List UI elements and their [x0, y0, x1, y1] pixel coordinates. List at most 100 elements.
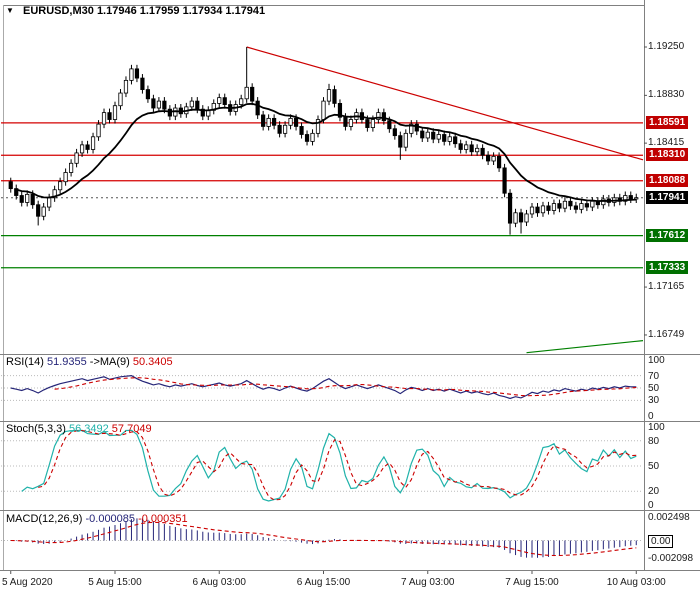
candle-body: [250, 86, 255, 102]
macd-label-text: -0.000085: [85, 513, 136, 525]
candle-body: [502, 167, 507, 194]
candle-body: [579, 203, 584, 210]
macd-indicator-label: MACD(12,26,9) -0.000085 -0.000351: [6, 513, 188, 525]
candle-body: [409, 123, 414, 134]
resistance-price-badge: 1.18088: [646, 173, 689, 187]
rsi-axis-label: 50: [648, 383, 660, 394]
candle-body: [156, 100, 161, 109]
stoch-label-text: 57.7049: [108, 423, 152, 435]
candle-body: [573, 205, 579, 210]
rsi-axis-label: 100: [648, 355, 665, 366]
symbol-ohlc-info: EURUSD,M30 1.17946 1.17959 1.17934 1.179…: [22, 5, 266, 17]
candle-body: [63, 172, 68, 183]
candle-body: [447, 136, 452, 142]
support-price-badge: 1.17612: [646, 228, 689, 242]
stoch-axis-label: 50: [648, 461, 660, 472]
candle-body: [41, 206, 46, 217]
resistance-price-badge: 1.18591: [646, 115, 689, 129]
rsi-ma-line: [54, 377, 637, 397]
candle-body: [524, 213, 529, 223]
candle-body: [69, 162, 74, 173]
candle-body: [140, 77, 145, 90]
candle-body: [47, 197, 52, 208]
candle-body: [30, 193, 35, 206]
candle-body: [414, 123, 419, 132]
ascending-trendline[interactable]: [526, 340, 644, 354]
candle-body: [496, 155, 502, 169]
candle-body: [52, 189, 57, 199]
candle-body: [217, 97, 222, 104]
candle-body: [348, 119, 354, 127]
candle-body: [123, 79, 129, 94]
x-axis-label: 10 Aug 03:00: [606, 577, 666, 588]
candle-body: [343, 116, 348, 127]
candle-body: [480, 147, 485, 156]
macd-axis-label: 0.002498: [648, 512, 690, 524]
x-axis-label: 6 Aug 03:00: [192, 577, 246, 588]
candle-body: [96, 123, 101, 138]
stoch-k-line: [21, 429, 637, 502]
candle-body: [222, 97, 227, 105]
candle-body: [491, 155, 496, 162]
candle-body: [518, 212, 524, 223]
candle-body: [79, 144, 85, 154]
support-price-badge: 1.17333: [646, 260, 689, 274]
candle-body: [601, 198, 606, 206]
candle-body: [261, 114, 266, 127]
candle-body: [365, 119, 370, 128]
candle-body: [584, 203, 589, 208]
candle-body: [74, 152, 79, 164]
rsi-label-text: 51.9355: [46, 356, 87, 368]
candle-body: [469, 144, 474, 153]
candle-body: [568, 200, 573, 207]
one-click-trading-icon[interactable]: ▼: [6, 6, 14, 15]
stoch-indicator-label: Stoch(5,3,3) 56.3492 57.7049: [6, 423, 152, 435]
price-ma-line: [15, 102, 637, 203]
y-axis-label: 1.18830: [648, 89, 685, 101]
candle-body: [381, 112, 386, 122]
candle-body: [58, 181, 63, 191]
candle-body: [453, 136, 458, 145]
stoch-axis-label: 80: [648, 435, 660, 447]
candle-body: [326, 89, 332, 102]
rsi-axis-label: 30: [648, 395, 660, 407]
candle-body: [442, 134, 447, 142]
candle-body: [85, 144, 90, 150]
candle-body: [387, 120, 392, 130]
candle-body: [282, 124, 288, 134]
candle-body: [332, 89, 337, 104]
rsi-label-text: ->MA(9): [86, 356, 133, 368]
candle-body: [239, 98, 244, 105]
candle-body: [129, 68, 134, 81]
x-axis-label: 7 Aug 15:00: [505, 577, 559, 588]
candle-body: [19, 195, 24, 203]
candle-body: [145, 89, 151, 100]
chart-header: ▼ EURUSD,M30 1.17946 1.17959 1.17934 1.1…: [6, 5, 265, 17]
candle-body: [546, 205, 551, 211]
descending-trendline[interactable]: [246, 46, 644, 161]
candle-body: [293, 117, 299, 127]
x-axis-label: 5 Aug 15:00: [88, 577, 142, 588]
candle-body: [529, 206, 535, 215]
stoch-axis-label: 0: [648, 500, 654, 511]
candle-body: [370, 119, 375, 128]
candle-body: [304, 134, 310, 142]
candle-body: [162, 100, 167, 110]
stoch-label-text: 56.3492: [68, 423, 109, 435]
candle-body: [266, 117, 271, 127]
y-axis-label: 1.16749: [648, 328, 685, 340]
candle-body: [551, 203, 557, 211]
candle-body: [464, 144, 469, 150]
candle-body: [590, 200, 595, 208]
candle-body: [244, 86, 249, 100]
candle-body: [200, 108, 205, 117]
candle-body: [628, 195, 633, 200]
y-axis-label: 1.18415: [648, 137, 685, 149]
candle-body: [557, 203, 562, 209]
candle-body: [310, 132, 315, 142]
candle-body: [189, 100, 194, 108]
candle-body: [195, 100, 200, 110]
candle-body: [151, 98, 156, 109]
